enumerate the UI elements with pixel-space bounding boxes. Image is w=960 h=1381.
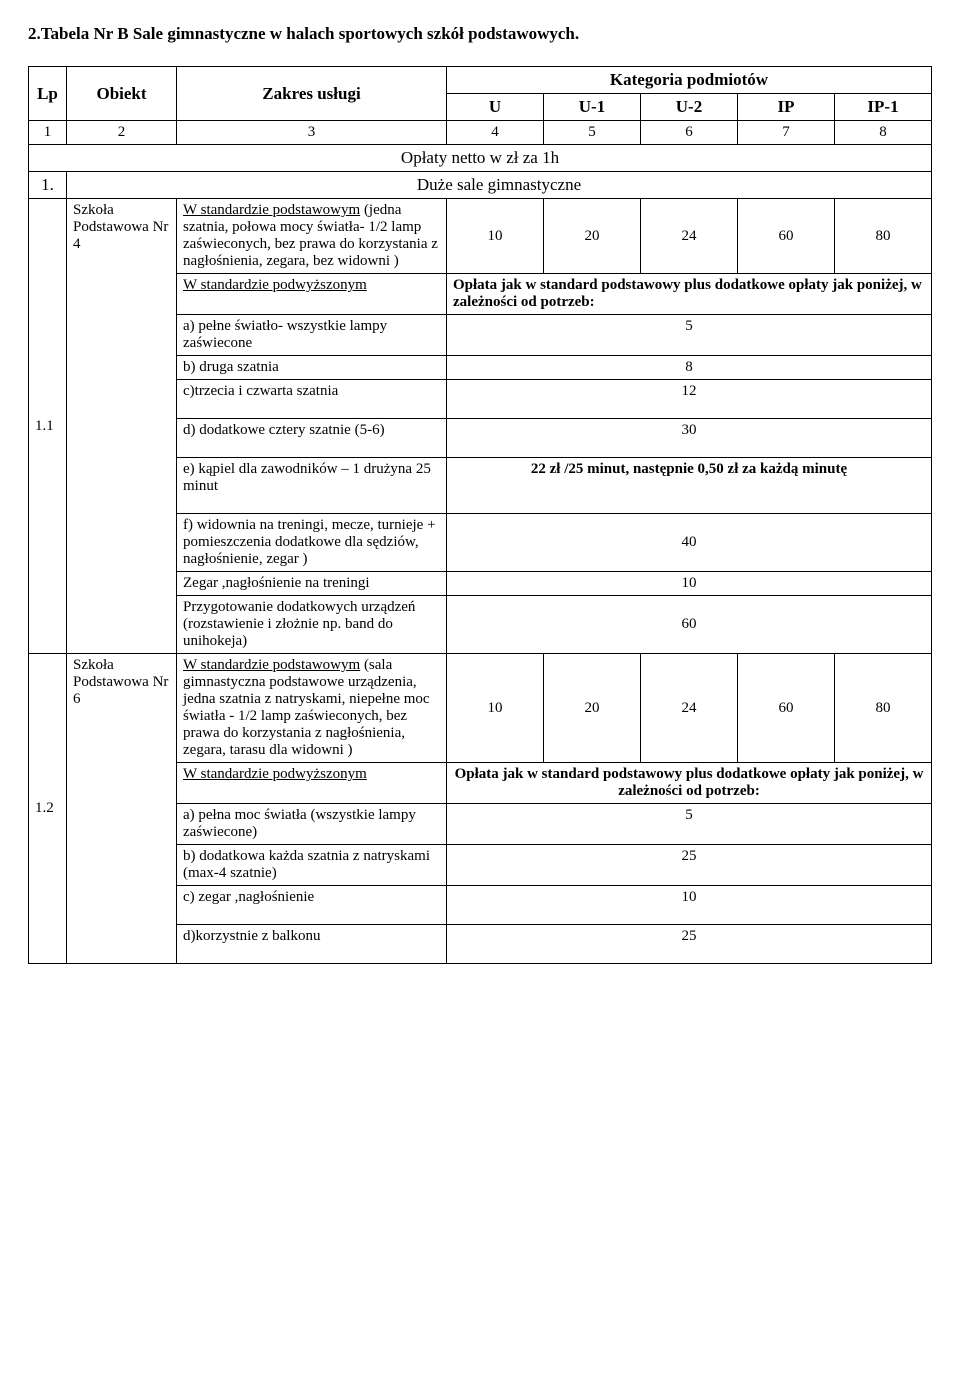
section-1-title: Duże sale gimnastyczne — [67, 172, 932, 199]
r11-g-val: 10 — [447, 572, 932, 596]
r11-val-u: 10 — [447, 199, 544, 274]
r11-f-label: f) widownia na treningi, mecze, turnieje… — [177, 514, 447, 572]
r11-h-val: 60 — [447, 596, 932, 654]
r12-std-podw-label: W standardzie podwyższonym — [183, 766, 367, 782]
colnum-1: 1 — [29, 121, 67, 145]
header-ip: IP — [738, 94, 835, 121]
r12-lp: 1.2 — [29, 654, 67, 964]
header-u: U — [447, 94, 544, 121]
header-row-1: Lp Obiekt Zakres usługi Kategoria podmio… — [29, 67, 932, 94]
colnum-6: 6 — [641, 121, 738, 145]
r12-val-u1: 20 — [544, 654, 641, 763]
colnum-4: 4 — [447, 121, 544, 145]
r11-b-val: 8 — [447, 356, 932, 380]
price-table: Lp Obiekt Zakres usługi Kategoria podmio… — [28, 66, 932, 964]
r11-e-label: e) kąpiel dla zawodników – 1 drużyna 25 … — [177, 458, 447, 514]
oplaty-header: Opłaty netto w zł za 1h — [29, 145, 932, 172]
colnum-2: 2 — [67, 121, 177, 145]
r12-val-u2: 24 — [641, 654, 738, 763]
r11-val-ip: 60 — [738, 199, 835, 274]
r11-h-label: Przygotowanie dodatkowych urządzeń (rozs… — [177, 596, 447, 654]
r11-b-label: b) druga szatnia — [177, 356, 447, 380]
r12-std-podst-cell: W standardzie podstawowym (sala gimnasty… — [177, 654, 447, 763]
r11-c-val: 12 — [447, 380, 932, 419]
r12-std-podst-row: 1.2 Szkoła Podstawowa Nr 6 W standardzie… — [29, 654, 932, 763]
r11-val-u2: 24 — [641, 199, 738, 274]
header-u1: U-1 — [544, 94, 641, 121]
header-obiekt: Obiekt — [67, 67, 177, 121]
r11-val-ip1: 80 — [835, 199, 932, 274]
r11-std-podw-label: W standardzie podwyższonym — [183, 277, 367, 293]
r12-d-label: d)korzystnie z balkonu — [177, 925, 447, 964]
r11-std-podst-label: W standardzie podstawowym — [183, 202, 360, 218]
oplaty-header-row: Opłaty netto w zł za 1h — [29, 145, 932, 172]
r12-std-podst-label: W standardzie podstawowym — [183, 657, 360, 673]
document-title: 2.Tabela Nr B Sale gimnastyczne w halach… — [28, 24, 932, 44]
r12-val-ip1: 80 — [835, 654, 932, 763]
r12-b-val: 25 — [447, 845, 932, 886]
r12-std-podw-note: Opłata jak w standard podstawowy plus do… — [447, 763, 932, 804]
section-1-num: 1. — [29, 172, 67, 199]
r12-std-podw-label-cell: W standardzie podwyższonym — [177, 763, 447, 804]
r11-a-val: 5 — [447, 315, 932, 356]
section-1-row: 1. Duże sale gimnastyczne — [29, 172, 932, 199]
r11-a-label: a) pełne światło- wszystkie lampy zaświe… — [177, 315, 447, 356]
r11-std-podw-label-cell: W standardzie podwyższonym — [177, 274, 447, 315]
r12-b-label: b) dodatkowa każda szatnia z natryskami … — [177, 845, 447, 886]
colnum-7: 7 — [738, 121, 835, 145]
header-lp: Lp — [29, 67, 67, 121]
r11-d-label: d) dodatkowe cztery szatnie (5-6) — [177, 419, 447, 458]
r12-a-label: a) pełna moc światła (wszystkie lampy za… — [177, 804, 447, 845]
column-number-row: 1 2 3 4 5 6 7 8 — [29, 121, 932, 145]
r11-std-podst-row: 1.1 Szkoła Podstawowa Nr 4 W standardzie… — [29, 199, 932, 274]
r12-a-val: 5 — [447, 804, 932, 845]
colnum-3: 3 — [177, 121, 447, 145]
r11-d-val: 30 — [447, 419, 932, 458]
header-zakres: Zakres usługi — [177, 67, 447, 121]
r11-lp: 1.1 — [29, 199, 67, 654]
r12-val-u: 10 — [447, 654, 544, 763]
header-kategoria: Kategoria podmiotów — [447, 67, 932, 94]
header-u2: U-2 — [641, 94, 738, 121]
r12-val-ip: 60 — [738, 654, 835, 763]
r12-c-label: c) zegar ,nagłośnienie — [177, 886, 447, 925]
r11-c-label: c)trzecia i czwarta szatnia — [177, 380, 447, 419]
r12-c-val: 10 — [447, 886, 932, 925]
colnum-8: 8 — [835, 121, 932, 145]
colnum-5: 5 — [544, 121, 641, 145]
r11-std-podst-cell: W standardzie podstawowym (jedna szatnia… — [177, 199, 447, 274]
r11-g-label: Zegar ,nagłośnienie na treningi — [177, 572, 447, 596]
r11-std-podw-note: Opłata jak w standard podstawowy plus do… — [447, 274, 932, 315]
r11-f-val: 40 — [447, 514, 932, 572]
r12-d-val: 25 — [447, 925, 932, 964]
r12-obiekt: Szkoła Podstawowa Nr 6 — [67, 654, 177, 964]
r11-e-val: 22 zł /25 minut, następnie 0,50 zł za ka… — [447, 458, 932, 514]
header-ip1: IP-1 — [835, 94, 932, 121]
r11-obiekt: Szkoła Podstawowa Nr 4 — [67, 199, 177, 654]
r11-val-u1: 20 — [544, 199, 641, 274]
